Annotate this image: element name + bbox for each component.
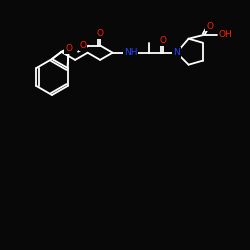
Text: O: O	[80, 41, 86, 50]
Text: O: O	[97, 29, 104, 38]
Text: O: O	[206, 22, 213, 30]
Text: O: O	[65, 44, 72, 53]
Text: N: N	[173, 48, 180, 57]
Text: OH: OH	[218, 30, 232, 39]
Text: O: O	[159, 36, 166, 45]
Text: NH: NH	[124, 48, 137, 57]
